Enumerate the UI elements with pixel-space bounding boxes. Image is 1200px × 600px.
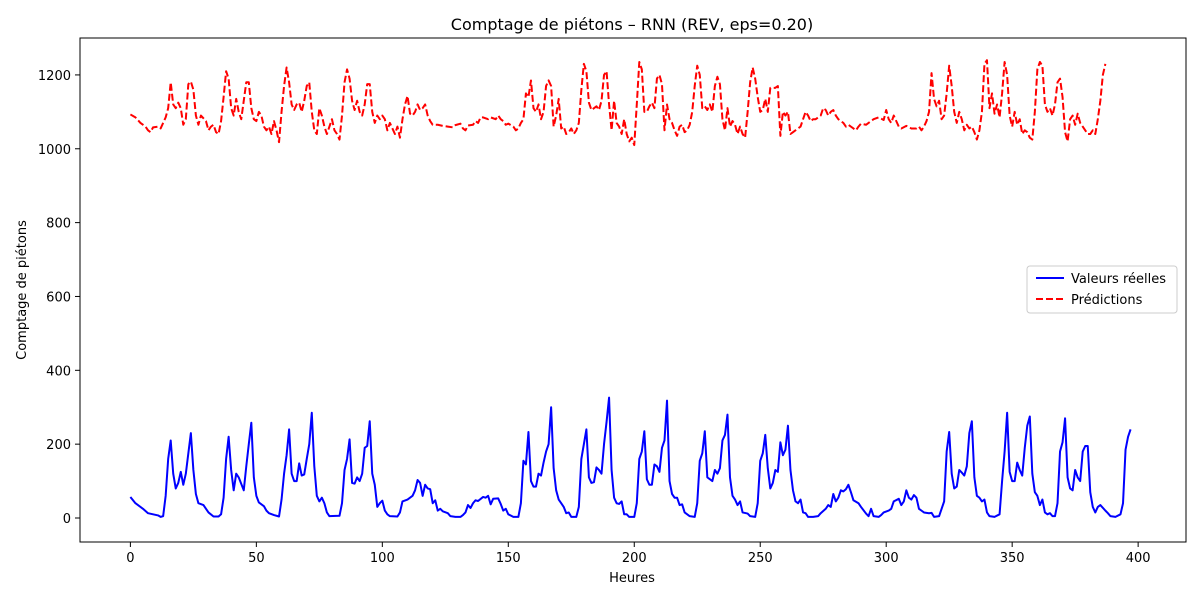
x-axis: 0 50 100 150 200 250 300 350 400 [126,542,1151,566]
y-axis: 0 200 400 600 800 1000 1200 [38,69,80,527]
x-tick-label: 350 [1000,551,1025,566]
y-tick-label: 1000 [38,143,71,158]
plot-frame [79,37,1187,543]
x-tick-label: 250 [748,551,773,566]
x-tick-label: 200 [622,551,647,566]
y-tick-label: 800 [46,217,71,232]
x-tick-label: 50 [248,551,265,566]
y-tick-label: 200 [46,438,71,453]
legend: Valeurs réelles Prédictions [1026,265,1178,314]
legend-box [1026,265,1178,314]
x-tick-label: 100 [370,551,395,566]
legend-label-valeurs-reelles: Valeurs réelles [1071,272,1166,287]
series-layer [129,59,1132,518]
series-line-valeurs-reelles [129,396,1132,518]
x-tick-label: 400 [1126,551,1151,566]
y-tick-label: 1200 [38,69,71,84]
x-tick-label: 0 [126,551,134,566]
x-axis-title: Heures [609,571,655,586]
y-tick-label: 400 [46,364,71,379]
x-tick-label: 150 [496,551,521,566]
y-axis-title: Comptage de piétons [15,220,30,360]
x-tick-label: 300 [874,551,899,566]
series-line-predictions [129,59,1107,147]
chart-title: Comptage de piétons – RNN (REV, eps=0.20… [451,15,813,34]
y-tick-label: 0 [63,512,71,527]
y-tick-label: 600 [46,290,71,305]
legend-label-predictions: Prédictions [1071,293,1143,308]
